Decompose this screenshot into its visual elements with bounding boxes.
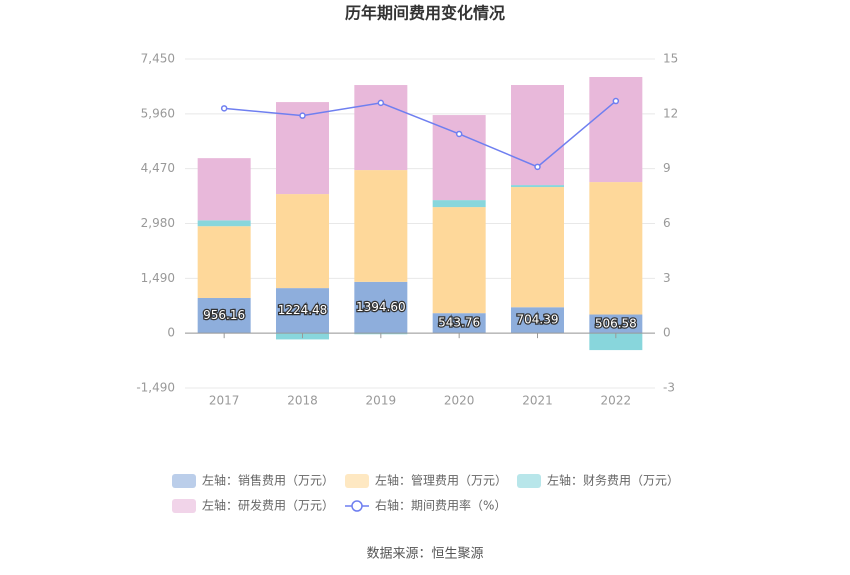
y2-tick-label: 0: [663, 326, 671, 340]
value-label: 956.16: [203, 308, 245, 322]
bar-segment: [432, 207, 486, 314]
y2-tick-label: 6: [663, 216, 671, 230]
bar-segment: [354, 281, 408, 334]
rate-point: [220, 105, 228, 112]
y-tick-label: 2,980: [141, 216, 175, 230]
bar-segment: [197, 220, 251, 227]
rate-point: [377, 99, 385, 107]
value-label: 1394.60: [356, 300, 406, 314]
rate-point: [299, 112, 306, 119]
y2-tick-label: 9: [663, 161, 671, 175]
rate-point: [455, 130, 463, 138]
x-tick-label: 2020: [444, 394, 475, 408]
y2-tick-label: -3: [663, 381, 675, 395]
rate-point: [612, 97, 620, 105]
bar-segment: [354, 85, 408, 171]
rate-point: [534, 163, 541, 171]
bar-segment: [354, 170, 408, 282]
value-label: 1224.48: [278, 303, 328, 317]
x-tick-label: 2019: [366, 394, 397, 408]
legend-label: 右轴：期间费用率（%）: [375, 498, 506, 513]
legend-swatch: [345, 474, 369, 488]
value-label: 543.76: [438, 316, 480, 330]
y-tick-label: 4,470: [141, 161, 175, 175]
bar-segment: [589, 314, 643, 334]
y2-tick-label: 3: [663, 271, 671, 285]
y-tick-label: 7,450: [141, 52, 175, 66]
legend-swatch: [517, 474, 541, 488]
legend-label: 左轴：管理费用（万元）: [375, 473, 507, 488]
bar-segment: [589, 333, 643, 351]
x-tick-label: 2017: [209, 394, 240, 408]
y-tick-label: 5,960: [141, 106, 175, 120]
bar-segment: [276, 288, 329, 334]
rate-line: [224, 100, 617, 168]
source: 数据来源：恒生聚源: [366, 547, 483, 562]
bar-segment: [511, 187, 564, 308]
x-tick-label: 2021: [522, 394, 553, 408]
x-tick-label: 2018: [287, 394, 318, 408]
bar-segment: [432, 115, 486, 201]
bar-segment: [589, 182, 643, 315]
bar-segment: [511, 185, 564, 188]
value-label: 506.58: [595, 316, 637, 330]
legend-swatch: [172, 474, 196, 488]
bar-segment: [511, 307, 564, 334]
y-tick-label: 0: [167, 326, 175, 340]
x-tick-label: 2022: [601, 394, 632, 408]
bar-segment: [589, 77, 643, 183]
legend-label: 左轴：研发费用（万元）: [202, 498, 334, 513]
bar-segment: [197, 158, 251, 221]
legend-label: 左轴：财务费用（万元）: [547, 473, 679, 488]
y2-tick-label: 12: [663, 106, 678, 120]
legend-label: 左轴：销售费用（万元）: [202, 473, 334, 488]
value-label: 704.39: [517, 313, 559, 327]
bar-segment: [432, 313, 486, 334]
bar-segment: [432, 200, 486, 208]
y2-tick-label: 15: [663, 52, 678, 66]
chart-title: 历年期间费用变化情况: [345, 4, 505, 23]
legend-swatch: [351, 500, 363, 512]
legend-swatch: [172, 499, 196, 513]
bar-segment: [276, 194, 329, 289]
y-tick-label: 1,490: [141, 271, 175, 285]
bar-segment: [197, 297, 251, 334]
y-tick-label: -1,490: [136, 381, 175, 395]
bar-segment: [197, 226, 251, 298]
